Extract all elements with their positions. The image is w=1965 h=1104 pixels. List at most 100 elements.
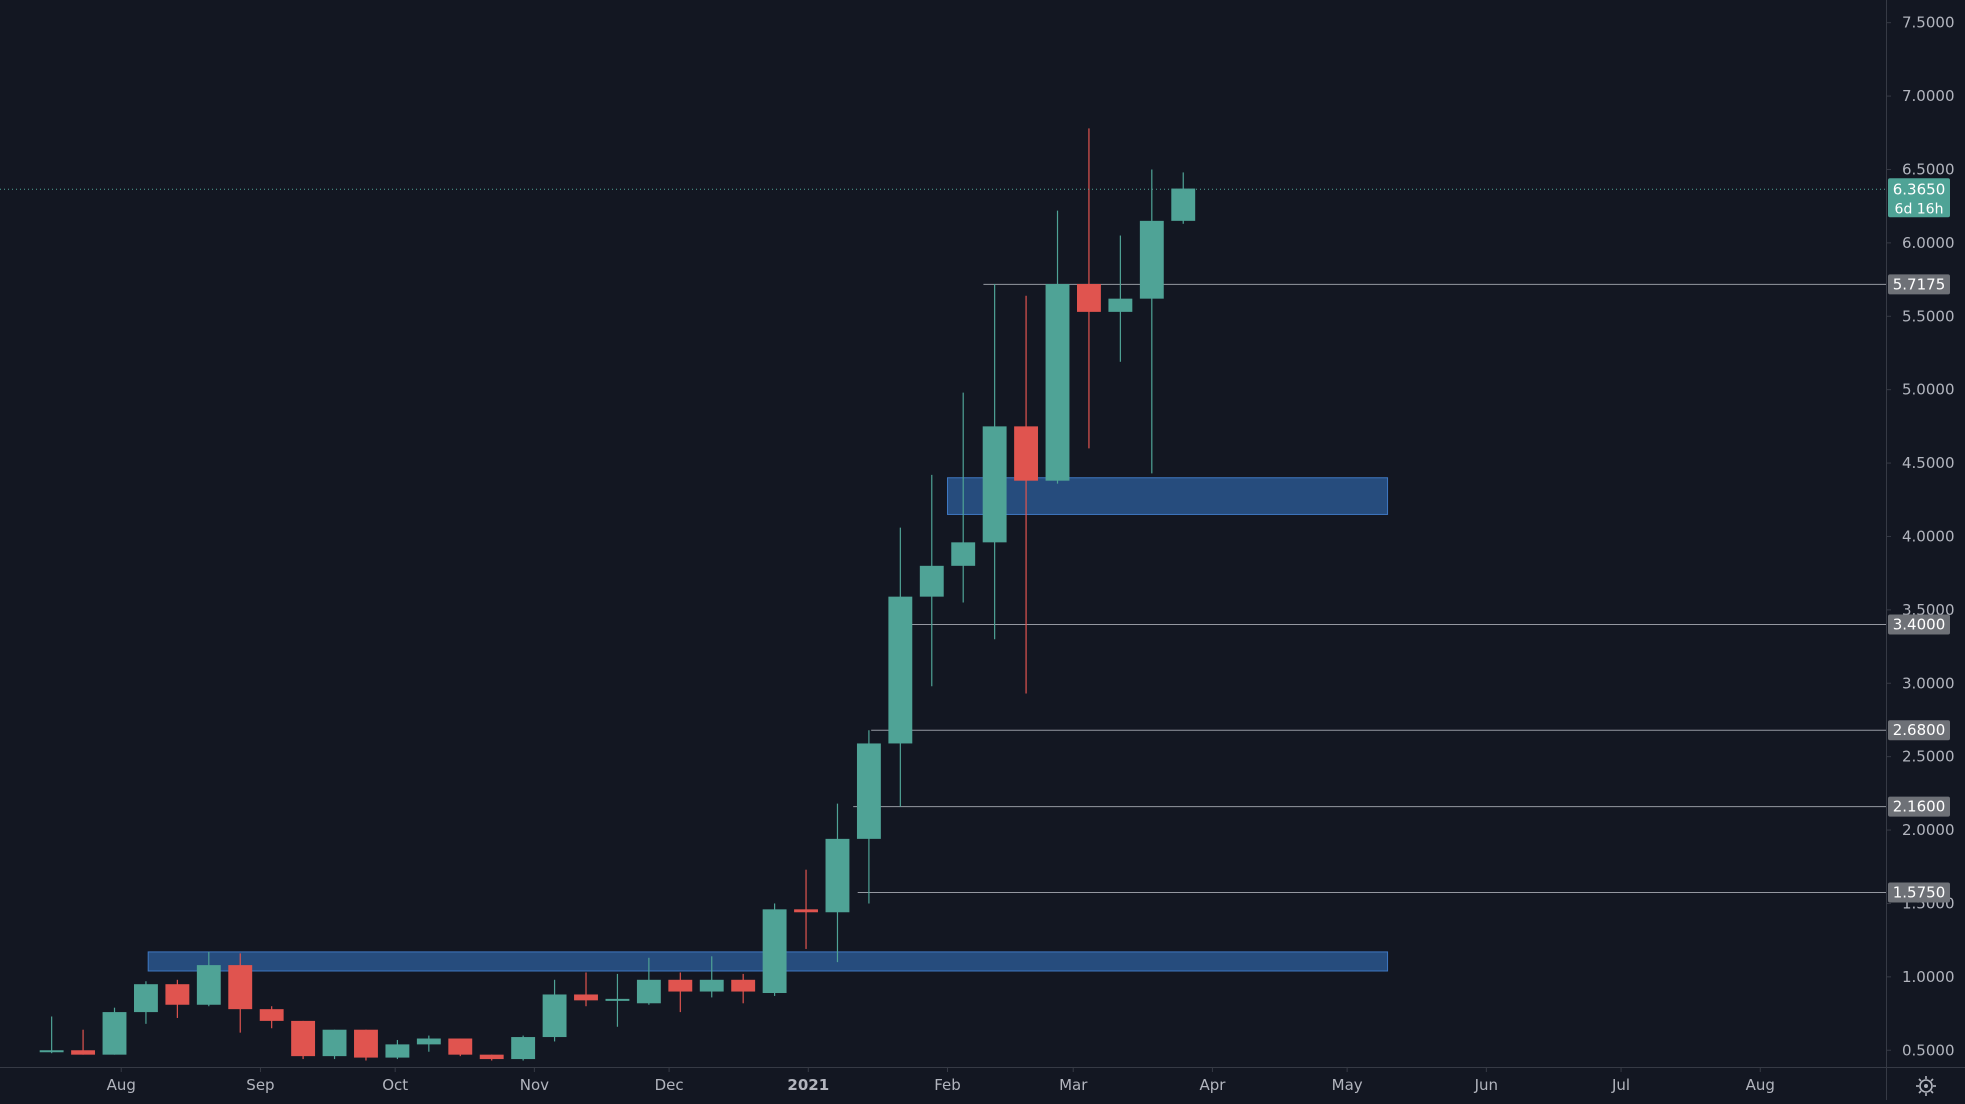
candle-body — [71, 1050, 96, 1055]
zones-layer — [147, 477, 1389, 972]
candle-body — [479, 1054, 504, 1060]
candle[interactable] — [322, 1029, 347, 1060]
candle[interactable] — [354, 1029, 378, 1061]
candle-body — [951, 542, 976, 566]
candle-body — [668, 979, 693, 992]
candle[interactable] — [605, 973, 630, 1027]
candle-body — [762, 909, 787, 994]
x-tick-label: Dec — [655, 1076, 684, 1094]
candle[interactable] — [731, 973, 756, 1004]
x-tick-label: Feb — [934, 1076, 961, 1094]
level-label: 2.6800 — [1893, 721, 1946, 739]
candle[interactable] — [982, 283, 1007, 640]
candle-body — [322, 1029, 347, 1057]
candle-body — [699, 979, 724, 992]
level-label-bg — [1888, 274, 1950, 295]
candle-body — [1171, 188, 1196, 221]
candle[interactable] — [1014, 295, 1039, 694]
current-price-label-bg — [1888, 178, 1950, 218]
candle-body — [605, 998, 630, 1001]
y-tick-label: 0.5000 — [1902, 1041, 1955, 1059]
y-tick-label: 4.5000 — [1902, 454, 1955, 472]
x-tick-label: Aug — [1746, 1076, 1775, 1094]
candle[interactable] — [416, 1035, 441, 1052]
candle[interactable] — [856, 730, 881, 904]
level-label-bg — [1888, 720, 1950, 741]
candle[interactable] — [1108, 235, 1133, 362]
candle-body — [731, 979, 756, 992]
y-tick-label: 2.5000 — [1902, 748, 1955, 766]
level-label: 5.7175 — [1893, 275, 1946, 293]
y-tick-label: 5.0000 — [1902, 381, 1955, 399]
candle[interactable] — [1171, 172, 1196, 224]
level-label-bg — [1888, 882, 1950, 903]
candle[interactable] — [1139, 169, 1164, 474]
candle[interactable] — [1076, 128, 1101, 449]
candle-body — [542, 994, 567, 1038]
candle-body — [385, 1044, 410, 1058]
y-tick-label: 3.0000 — [1902, 674, 1955, 692]
y-tick-label: 1.0000 — [1902, 968, 1955, 986]
level-label: 2.1600 — [1893, 798, 1946, 816]
candle[interactable] — [1045, 210, 1070, 484]
candle-body — [919, 565, 944, 597]
candle-body — [574, 994, 598, 1001]
candle[interactable] — [259, 1006, 284, 1029]
candle[interactable] — [825, 803, 850, 963]
x-axis-labels: Aug Sep Oct Nov Dec 2021 Feb Mar Apr May Jun Jul Aug — [107, 1067, 1775, 1094]
candles-layer — [39, 128, 1196, 1061]
candle-body — [354, 1029, 378, 1058]
candle[interactable] — [39, 1016, 64, 1054]
candle[interactable] — [448, 1038, 473, 1057]
candle[interactable] — [102, 1007, 127, 1055]
candle-body — [133, 984, 158, 1013]
candle-body — [1014, 426, 1039, 481]
x-tick-label: Sep — [246, 1076, 274, 1094]
x-tick-label: Jul — [1611, 1076, 1630, 1094]
candle-body — [416, 1038, 441, 1045]
candle[interactable] — [951, 392, 976, 603]
candle-body — [511, 1037, 536, 1060]
candle[interactable] — [511, 1035, 536, 1061]
candle[interactable] — [228, 953, 253, 1033]
candle[interactable] — [888, 527, 913, 807]
candle[interactable] — [479, 1054, 504, 1061]
candle[interactable] — [794, 869, 818, 949]
candle[interactable] — [165, 979, 190, 1018]
candle[interactable] — [385, 1039, 410, 1060]
candle-body — [794, 909, 818, 913]
candle[interactable] — [699, 956, 724, 998]
candle[interactable] — [762, 903, 787, 996]
candle[interactable] — [71, 1029, 96, 1055]
x-tick-label: Aug — [107, 1076, 136, 1094]
candle[interactable] — [574, 972, 598, 1007]
candle[interactable] — [196, 951, 221, 1007]
candle-body — [1076, 283, 1101, 312]
y-tick-label: 2.0000 — [1902, 821, 1955, 839]
level-label: 3.4000 — [1893, 616, 1946, 634]
zone-0 — [946, 477, 1389, 515]
candle-body — [982, 426, 1007, 543]
current-price-countdown: 6d 16h — [1895, 201, 1944, 217]
candle[interactable] — [636, 957, 661, 1005]
candle[interactable] — [542, 979, 567, 1042]
candle[interactable] — [668, 972, 693, 1013]
candle-body — [856, 743, 881, 839]
candle-body — [888, 596, 913, 744]
candle[interactable] — [919, 474, 944, 687]
candle[interactable] — [291, 1020, 316, 1060]
settings-gear-icon[interactable] — [1916, 1076, 1936, 1096]
y-tick-label: 7.0000 — [1902, 87, 1955, 105]
x-tick-label: Apr — [1199, 1076, 1226, 1094]
y-tick-label: 4.0000 — [1902, 527, 1955, 545]
candle-body — [825, 838, 850, 913]
y-tick-label: 7.5000 — [1902, 14, 1955, 32]
candle-body — [102, 1012, 127, 1055]
candle-body — [1139, 220, 1164, 299]
x-tick-label: 2021 — [787, 1076, 829, 1094]
candle-body — [259, 1009, 284, 1021]
candle[interactable] — [133, 981, 158, 1024]
